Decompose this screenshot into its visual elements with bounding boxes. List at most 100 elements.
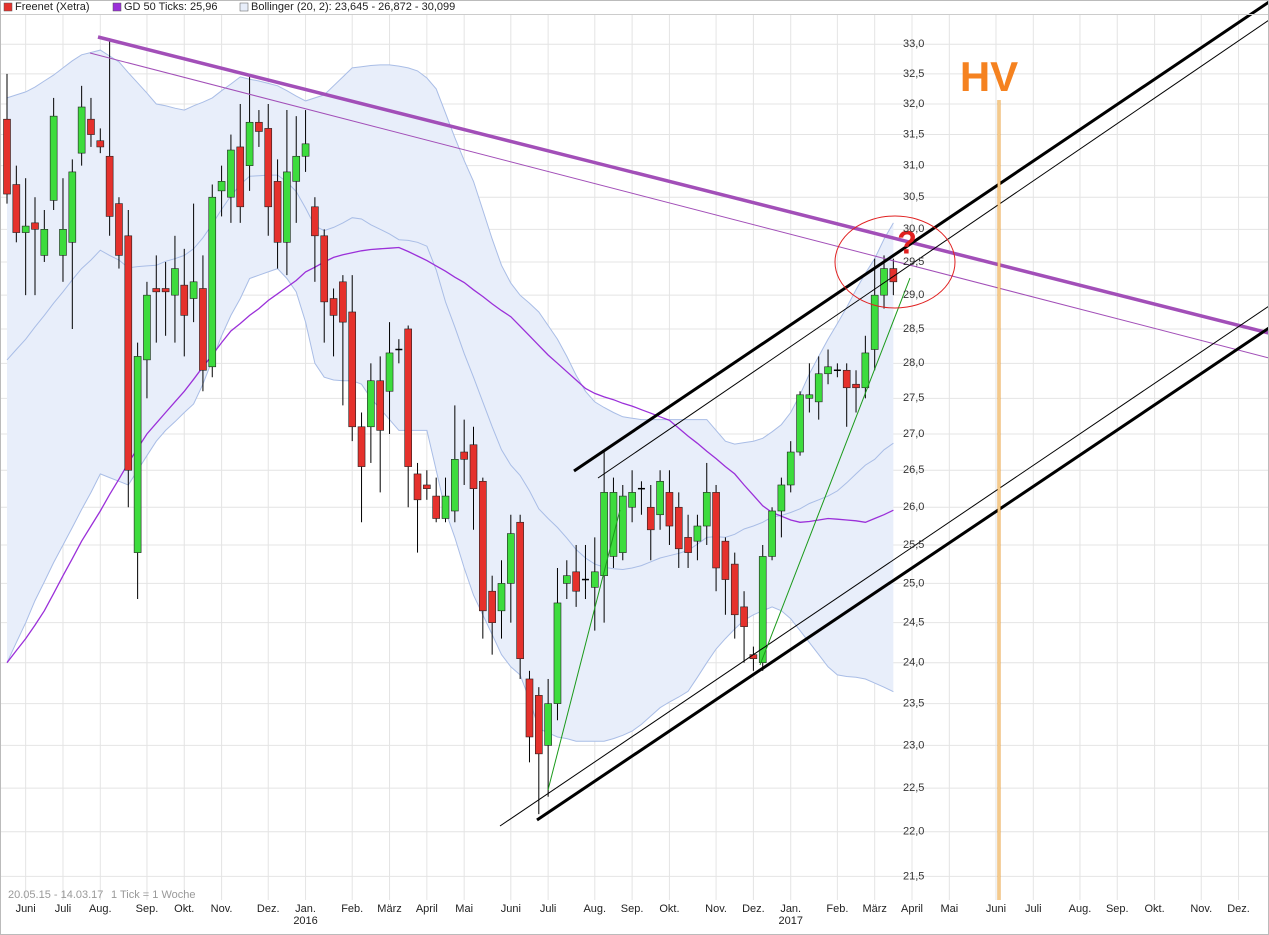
- candle-body: [861, 352, 870, 389]
- y-tick-label: 30,5: [903, 191, 924, 203]
- y-tick-label: 29,0: [903, 289, 924, 301]
- candle-body: [404, 328, 412, 467]
- x-tick-label: Sep.: [136, 903, 159, 915]
- candle-body: [721, 540, 730, 580]
- candle-body: [301, 143, 310, 157]
- y-tick-label: 33,0: [903, 38, 924, 50]
- candle-body: [227, 149, 235, 198]
- x-tick-label: Okt.: [174, 903, 194, 915]
- candles-layer: [3, 38, 898, 815]
- channel-lower-thin: [499, 305, 1269, 827]
- date-range: 20.05.15 - 14.03.17: [8, 889, 103, 901]
- candle-body: [796, 394, 804, 453]
- candle-body: [133, 356, 142, 553]
- candle-body: [768, 510, 776, 557]
- y-tick-label: 21,5: [903, 870, 924, 882]
- y-tick-label: 24,5: [903, 617, 924, 629]
- axes-layer: 21,5 22,0 22,5 23,0 23,5 24,0 24,5 25,0 25,5 26,0…: [16, 38, 1250, 927]
- candle-body: [171, 268, 179, 296]
- candle-body: [283, 171, 291, 243]
- y-tick-label: 28,0: [903, 357, 924, 369]
- x-tick-label: Okt.: [1145, 903, 1165, 915]
- candle-body: [674, 506, 683, 550]
- candle-body: [684, 537, 692, 553]
- candle-body: [777, 484, 786, 512]
- candle-body: [3, 118, 11, 195]
- candle-body: [479, 480, 487, 612]
- candle-body: [889, 268, 898, 283]
- candle-body: [525, 678, 534, 738]
- candle-body: [460, 451, 468, 460]
- x-tick-label: Juli: [1025, 903, 1042, 915]
- candle-body: [665, 492, 674, 527]
- y-tick-label: 26,5: [903, 464, 924, 476]
- candle-body: [469, 444, 478, 489]
- candle-body: [21, 225, 30, 233]
- candle-body: [255, 121, 263, 132]
- x-tick-label: April: [416, 903, 438, 915]
- x-tick-label: Jan.: [295, 903, 316, 915]
- candle-body: [217, 181, 226, 192]
- candle-body: [432, 495, 440, 519]
- x-tick-label: Juli: [540, 903, 557, 915]
- candle-body: [516, 521, 524, 659]
- x-tick-label: März: [862, 903, 886, 915]
- candle-body: [590, 571, 599, 588]
- candle-body: [852, 383, 860, 389]
- trend-lines: HV ?: [89, 0, 1269, 900]
- candle-body: [96, 140, 105, 148]
- bollinger-band: [7, 50, 894, 742]
- candle-body: [786, 451, 795, 486]
- y-tick-label: 24,0: [903, 657, 924, 669]
- candle-body: [105, 155, 114, 217]
- candle-body: [712, 492, 720, 569]
- x-tick-label: Mai: [940, 903, 958, 915]
- y-tick-label: 31,5: [903, 128, 924, 140]
- resistance-line: [97, 35, 1269, 335]
- candle-body: [880, 268, 888, 296]
- candle-body: [311, 206, 319, 237]
- support-line: [759, 277, 911, 666]
- candle-body: [236, 146, 245, 208]
- x-tick-label: April: [901, 903, 923, 915]
- candle-body: [842, 369, 851, 389]
- moving-average: [6, 246, 894, 664]
- candle-body: [693, 525, 702, 542]
- y-tick-label: 30,0: [903, 223, 924, 235]
- candle-body: [535, 695, 543, 755]
- x-tick-label: Aug.: [89, 903, 112, 915]
- x-tick-label: Sep.: [621, 903, 644, 915]
- legend-label: GD 50 Ticks: 25,96: [124, 1, 218, 13]
- x-tick-label: Dez.: [257, 903, 280, 915]
- candle-body: [208, 196, 217, 368]
- candle-body: [423, 484, 431, 489]
- x-year-label: 2016: [293, 915, 317, 927]
- legend-label: Freenet (Xetra): [15, 1, 90, 13]
- x-tick-label: Aug.: [583, 903, 606, 915]
- resistance-line-thin: [89, 52, 1269, 359]
- candle-body: [367, 380, 375, 428]
- candle-body: [618, 495, 627, 553]
- x-tick-label: Sep.: [1106, 903, 1129, 915]
- x-year-label: 2017: [778, 915, 802, 927]
- candle-body: [656, 480, 664, 516]
- candle-body: [758, 556, 767, 664]
- candle-body: [143, 294, 151, 361]
- highlight-circle: [834, 215, 956, 309]
- candle-body: [292, 155, 301, 182]
- candle-body: [357, 426, 366, 467]
- candle-body: [199, 288, 207, 371]
- y-tick-label: 25,0: [903, 577, 924, 589]
- x-tick-label: Feb.: [826, 903, 848, 915]
- x-tick-label: Jan.: [780, 903, 801, 915]
- candle-body: [507, 533, 515, 584]
- candle-body: [115, 203, 123, 256]
- candle-body: [376, 380, 385, 431]
- candle-body: [562, 575, 571, 584]
- candle-body: [77, 106, 86, 154]
- candle-body: [572, 571, 580, 592]
- candle-body: [152, 288, 161, 293]
- candle-body: [273, 181, 282, 243]
- channel-upper-thin: [597, 19, 1269, 479]
